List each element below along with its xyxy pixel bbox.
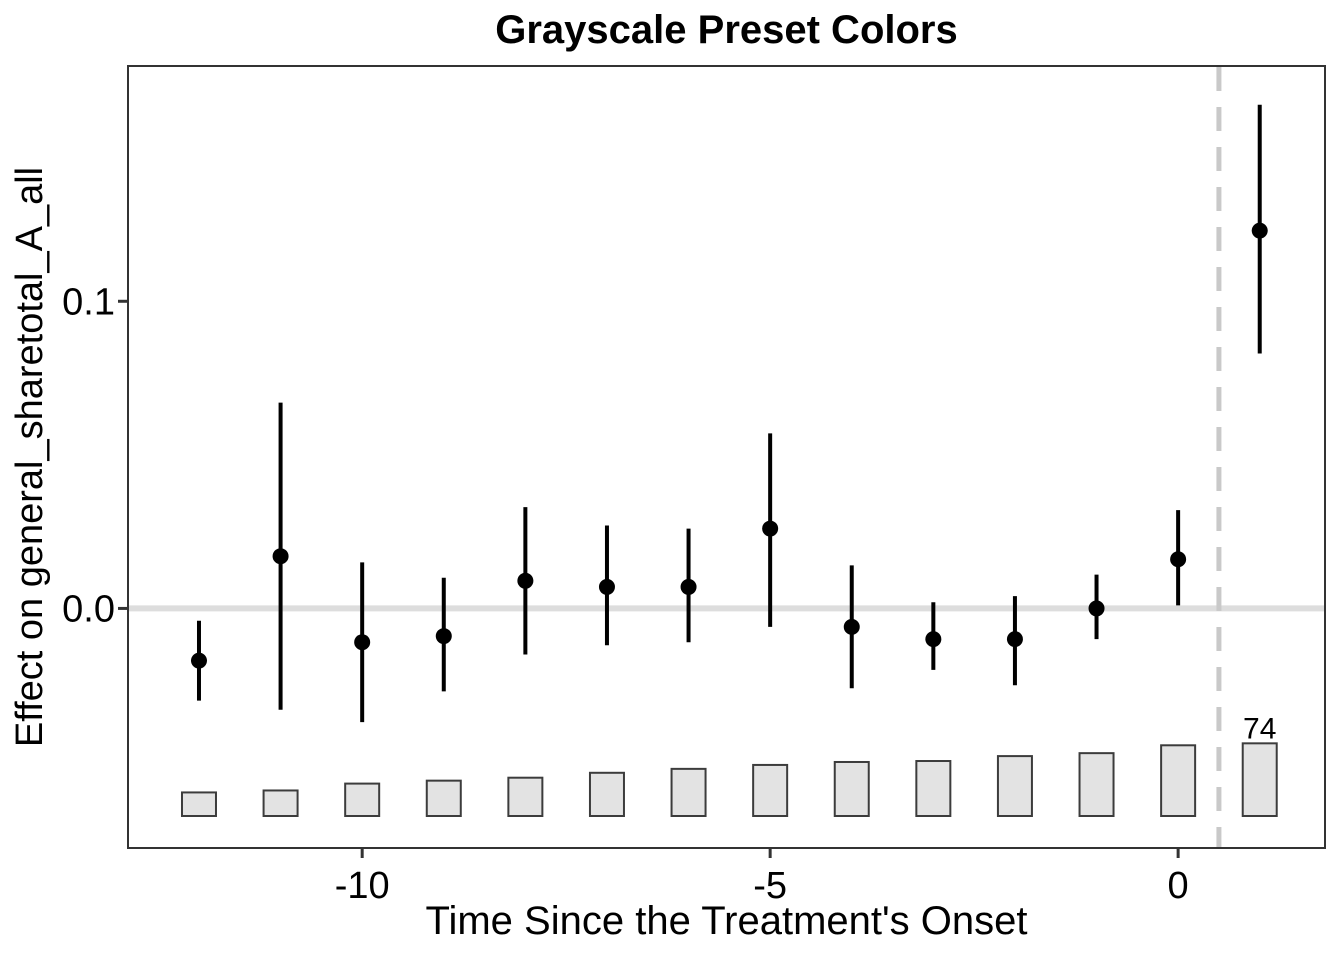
point-estimate	[925, 631, 942, 648]
obs-count-bar	[262, 789, 299, 818]
point-estimate	[1088, 600, 1105, 617]
chart-title: Grayscale Preset Colors	[495, 8, 958, 52]
point-estimate	[1006, 631, 1023, 648]
obs-count-bar	[752, 763, 789, 817]
x-tick-label: -10	[335, 865, 390, 907]
obs-count-bar	[344, 782, 381, 817]
obs-count-bar	[425, 779, 462, 818]
obs-count-bar	[670, 767, 707, 818]
obs-count-bar	[1160, 744, 1197, 818]
point-estimate	[272, 548, 289, 565]
point-estimate	[1251, 222, 1268, 239]
obs-count-bar	[915, 760, 952, 817]
y-tick-label: 0.1	[62, 281, 115, 323]
x-tick-label: 0	[1168, 865, 1189, 907]
point-estimate	[190, 652, 207, 669]
obs-count-bar	[588, 771, 625, 817]
x-tick-label: -5	[753, 865, 787, 907]
point-estimate	[435, 628, 452, 645]
point-estimate	[762, 520, 779, 537]
point-estimate	[598, 578, 615, 595]
obs-count-bar	[833, 760, 870, 817]
y-tick-label: 0.0	[62, 588, 115, 630]
point-estimate	[517, 572, 534, 589]
obs-count-label: 74	[1243, 712, 1276, 745]
obs-count-bar	[996, 755, 1033, 818]
point-estimate	[1170, 551, 1187, 568]
point-estimate	[354, 634, 371, 651]
obs-count-bar	[1241, 742, 1278, 817]
obs-count-bar	[180, 791, 217, 818]
panel-border	[127, 65, 1326, 849]
point-estimate	[680, 578, 697, 595]
point-estimate	[843, 618, 860, 635]
obs-count-bar	[1078, 752, 1115, 817]
obs-count-bar	[507, 776, 544, 818]
x-axis-title: Time Since the Treatment's Onset	[425, 899, 1028, 943]
